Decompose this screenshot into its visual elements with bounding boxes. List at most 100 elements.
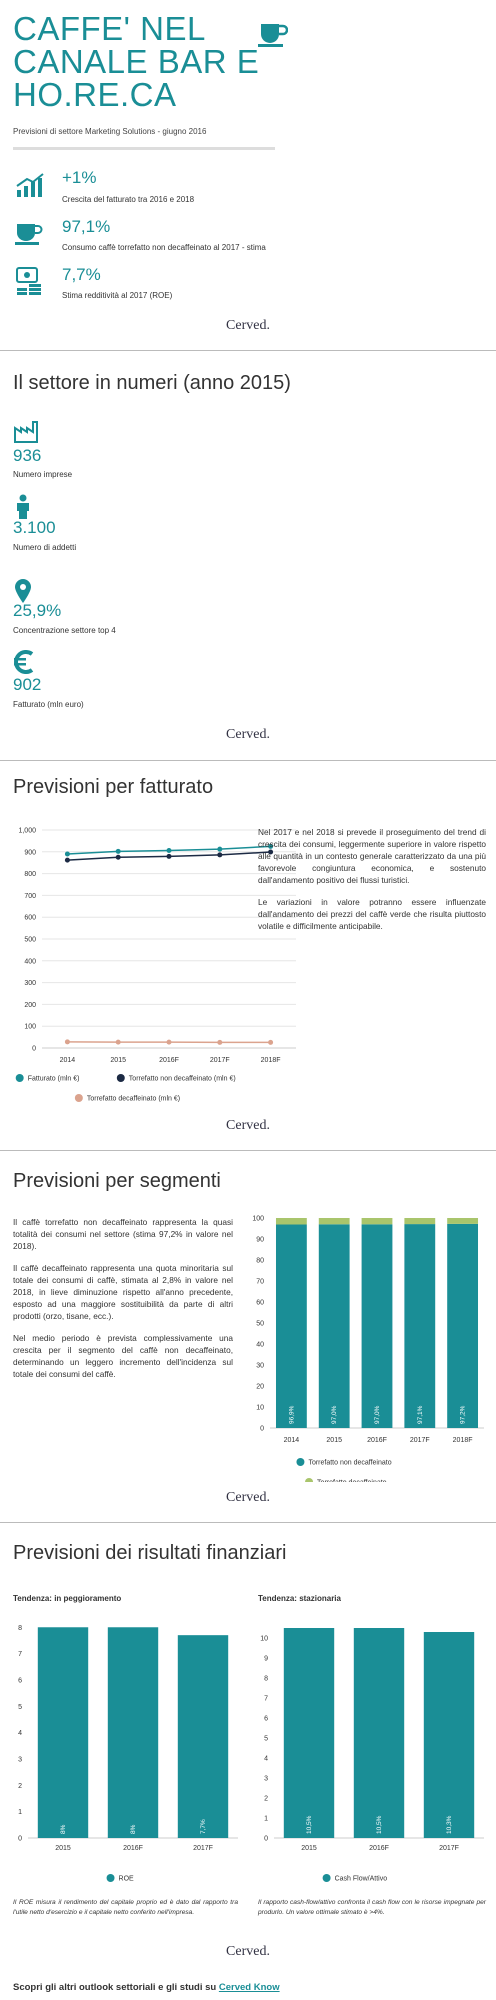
value-label: 97,0% — [331, 1405, 338, 1424]
separator — [0, 1522, 496, 1523]
chart: 0 10 20 30 40 50 60 70 80 90 100 2014 2015 2016F 2017F… — [252, 1216, 484, 1483]
y-tick-label: 40 — [256, 1342, 264, 1349]
legend-label: ROE — [119, 1876, 135, 1883]
point — [217, 846, 223, 852]
y-tick-label: 20 — [256, 1384, 264, 1391]
x-tick-label: 2018F — [261, 1057, 281, 1064]
y-tick-label: 400 — [24, 958, 36, 965]
highlight-value: 97,1% — [62, 217, 111, 236]
legend-marker — [74, 1094, 83, 1102]
y-tick-label: 100 — [252, 1216, 264, 1223]
y-tick-label: 200 — [24, 1002, 36, 1009]
note: Il ROE misura il rendimento del capitale… — [13, 1899, 238, 1916]
bar — [275, 1224, 307, 1428]
bar — [361, 1218, 393, 1225]
bar — [404, 1218, 436, 1225]
chart: 0 1 2 3 4 5 6 7 8 9 10 2015 2016F 2017F 10,5% 10,5% 10,3… — [260, 1628, 484, 1883]
point — [166, 1039, 172, 1045]
coins-icon — [16, 267, 41, 295]
y-tick-label: 500 — [24, 937, 36, 944]
value-label: 8% — [130, 1824, 137, 1834]
bar — [37, 1627, 89, 1838]
highlight-value: +1% — [62, 168, 97, 187]
number-label: Fatturato (mln euro) — [13, 700, 84, 709]
legend-label: Torrefatto non decaffeinato — [308, 1460, 391, 1467]
y-tick-label: 70 — [256, 1279, 264, 1286]
x-tick-label: 2018F — [453, 1437, 473, 1444]
point — [166, 853, 172, 859]
y-tick-label: 30 — [256, 1363, 264, 1370]
y-tick-label: 1,000 — [18, 828, 36, 835]
number-value: 936 — [13, 446, 42, 465]
cup-icon — [15, 224, 43, 245]
point — [64, 857, 70, 863]
value-label: 7,7% — [200, 1819, 207, 1834]
bar — [353, 1628, 405, 1838]
number-label: Concentrazione settore top 4 — [13, 626, 116, 635]
value-label: 97,2% — [460, 1405, 467, 1424]
factory-icon — [14, 421, 38, 443]
x-tick-label: 2014 — [60, 1057, 76, 1064]
y-tick-label: 60 — [256, 1300, 264, 1307]
logo: Cerved. — [226, 318, 270, 333]
x-tick-label: 2017F — [439, 1845, 459, 1852]
y-tick-label: 100 — [24, 1024, 36, 1031]
legend-marker — [305, 1478, 314, 1482]
legend-label: Torrefatto decaffeinato — [317, 1480, 387, 1483]
x-tick-label: 2017F — [193, 1845, 213, 1852]
point — [115, 854, 121, 860]
chart-subtitle: Tendenza: in peggioramento — [13, 1594, 122, 1603]
person-icon — [17, 494, 29, 519]
footer-link[interactable]: Cerved Know — [218, 1982, 280, 1993]
x-tick-label: 2017F — [410, 1437, 430, 1444]
paragraph: Il caffè decaffeinato rappresenta una qu… — [13, 1263, 233, 1321]
point — [115, 1039, 121, 1045]
paragraph: Le variazioni in valore potranno essere … — [258, 897, 486, 931]
y-tick-label: 3 — [264, 1776, 268, 1783]
number-value: 902 — [13, 675, 42, 694]
legend-label: Torrefatto decaffeinato (mln €) — [87, 1096, 180, 1103]
y-tick-label: 10 — [256, 1405, 264, 1412]
point — [268, 1039, 274, 1045]
y-tick-label: 90 — [256, 1237, 264, 1244]
text-block: Il caffè torrefatto non decaffeinato rap… — [13, 1216, 233, 1390]
point — [64, 1039, 70, 1045]
value-label: 97,0% — [374, 1405, 381, 1424]
x-tick-label: 2014 — [284, 1437, 300, 1444]
x-tick-label: 2017F — [210, 1057, 230, 1064]
paragraph: Nel medio periodo è prevista complessiva… — [13, 1333, 233, 1379]
y-tick-label: 80 — [256, 1258, 264, 1265]
y-tick-label: 9 — [264, 1656, 268, 1663]
y-tick-label: 800 — [24, 871, 36, 878]
value-label: 96,9% — [288, 1405, 295, 1424]
x-tick-label: 2015 — [55, 1845, 71, 1852]
legend-marker — [15, 1074, 24, 1082]
euro-icon — [14, 650, 34, 674]
y-tick-label: 7 — [264, 1696, 268, 1703]
bar — [361, 1224, 393, 1428]
y-tick-label: 6 — [264, 1716, 268, 1723]
x-tick-label: 2016F — [123, 1845, 143, 1852]
legend-label: Torrefatto non decaffeinato (mln €) — [129, 1076, 236, 1083]
separator — [0, 760, 496, 761]
value-label: 8% — [60, 1824, 67, 1834]
highlight-value: 7,7% — [62, 265, 101, 284]
separator — [0, 1150, 496, 1151]
y-tick-label: 2 — [18, 1783, 22, 1790]
value-label: 10,5% — [306, 1815, 313, 1834]
y-tick-label: 10 — [260, 1636, 268, 1643]
text-block: Nel 2017 e nel 2018 si prevede il proseg… — [258, 826, 486, 942]
y-tick-label: 0 — [18, 1836, 22, 1843]
highlight-label: Consumo caffè torrefatto non decaffeinat… — [62, 243, 266, 252]
y-tick-label: 700 — [24, 893, 36, 900]
y-tick-label: 3 — [18, 1756, 22, 1763]
y-tick-label: 6 — [18, 1677, 22, 1684]
separator — [0, 350, 496, 351]
bar — [447, 1223, 479, 1428]
legend-marker — [116, 1074, 125, 1082]
y-tick-label: 300 — [24, 980, 36, 987]
section-title: Previsioni per segmenti — [13, 1170, 221, 1192]
point — [217, 1039, 223, 1045]
y-tick-label: 1 — [18, 1809, 22, 1816]
footer: Scopri gli altri outlook settoriali e gl… — [13, 1982, 280, 1993]
